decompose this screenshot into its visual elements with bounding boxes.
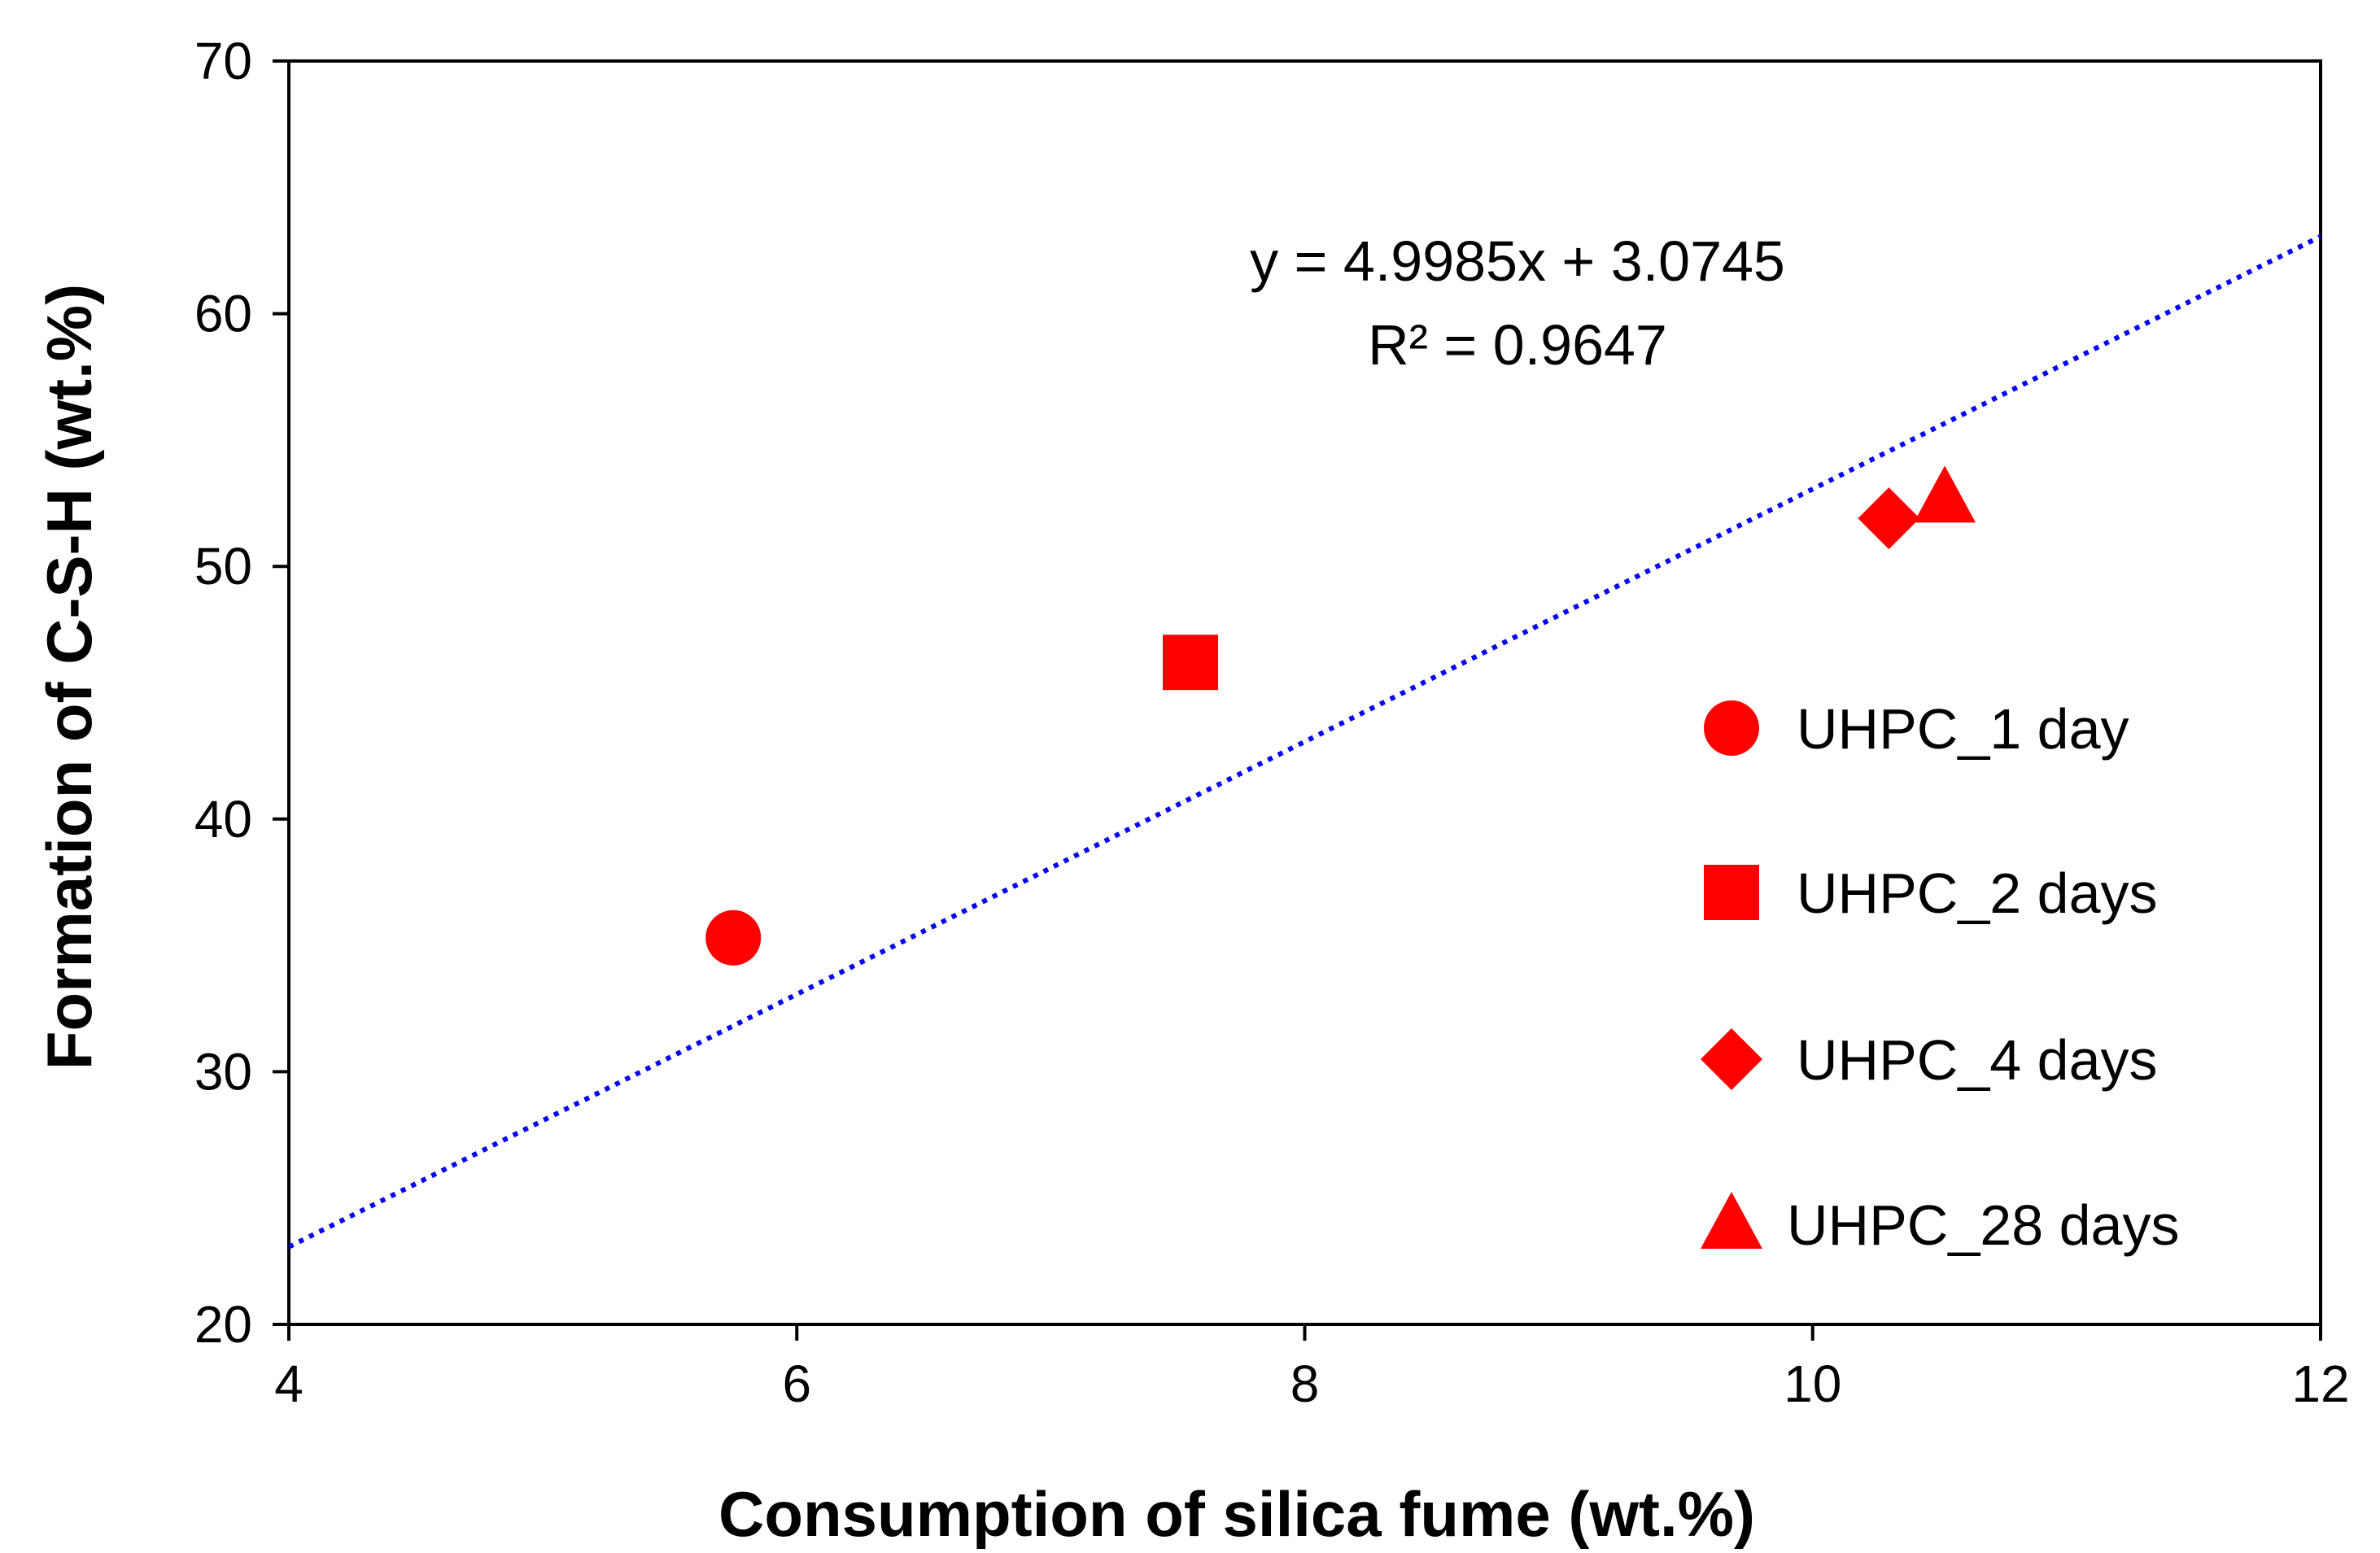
data-point-square: [1163, 635, 1219, 691]
data-point-triangle: [1914, 465, 1976, 523]
legend-label: UHPC_28 days: [1787, 1193, 2179, 1257]
legend: UHPC_1 day UHPC_2 days UHPC_4 days UHPC_28 …: [1701, 697, 2179, 1257]
legend-marker-triangle: [1701, 1192, 1762, 1249]
y-axis-title: Formation of C-S-H (wt.%): [33, 284, 105, 1070]
x-tick-label: 12: [2291, 1355, 2349, 1413]
x-tick-label: 8: [1290, 1355, 1320, 1413]
y-tick-label: 20: [194, 1295, 252, 1354]
x-tick-label: 10: [1784, 1355, 1841, 1413]
x-axis-title: Consumption of silica fume (wt.%): [718, 1478, 1755, 1550]
y-tick-label: 60: [194, 285, 252, 343]
legend-marker-square: [1704, 865, 1759, 920]
trendline-equation: y = 4.9985x + 3.0745: [1250, 229, 1785, 293]
legend-label: UHPC_4 days: [1797, 1028, 2158, 1092]
data-point-circle: [705, 910, 762, 966]
legend-label: UHPC_1 day: [1797, 697, 2129, 761]
y-tick-label: 40: [194, 790, 252, 848]
trendline: [289, 233, 2321, 1250]
x-tick-label: 4: [274, 1355, 304, 1413]
legend-label: UHPC_2 days: [1797, 862, 2158, 925]
legend-marker-diamond: [1701, 1028, 1762, 1090]
trendline-r-squared: R² = 0.9647: [1368, 313, 1667, 377]
y-tick-label: 30: [194, 1042, 252, 1101]
x-tick-label: 6: [782, 1355, 811, 1413]
data-point-diamond: [1858, 487, 1920, 550]
y-tick-label: 70: [194, 32, 252, 90]
legend-marker-circle: [1704, 700, 1759, 756]
y-tick-label: 50: [194, 537, 252, 595]
